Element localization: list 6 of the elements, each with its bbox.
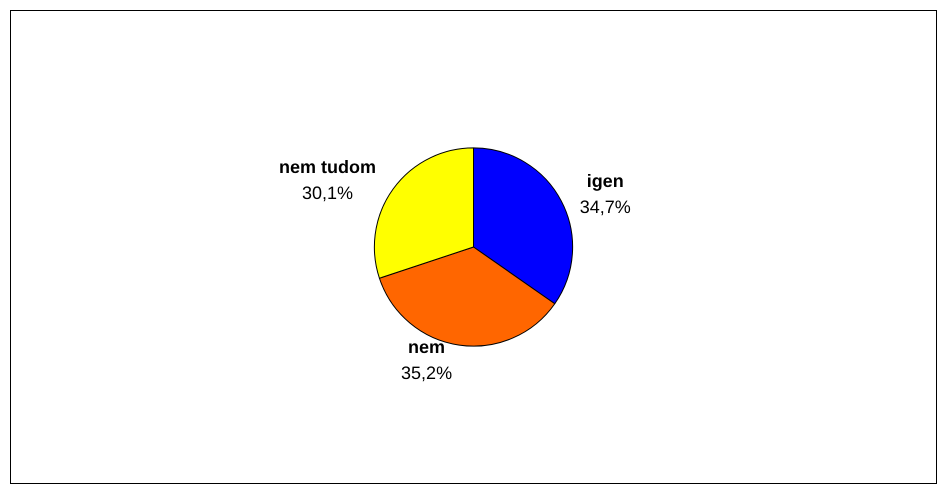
slice-label: igen (586, 171, 624, 192)
data-label: 30,1% (302, 183, 353, 204)
data-label: 34,7% (580, 197, 631, 218)
slice-label: nem tudom (278, 157, 376, 178)
data-label: 35,2% (401, 362, 452, 383)
slice-label: nem (408, 336, 446, 357)
